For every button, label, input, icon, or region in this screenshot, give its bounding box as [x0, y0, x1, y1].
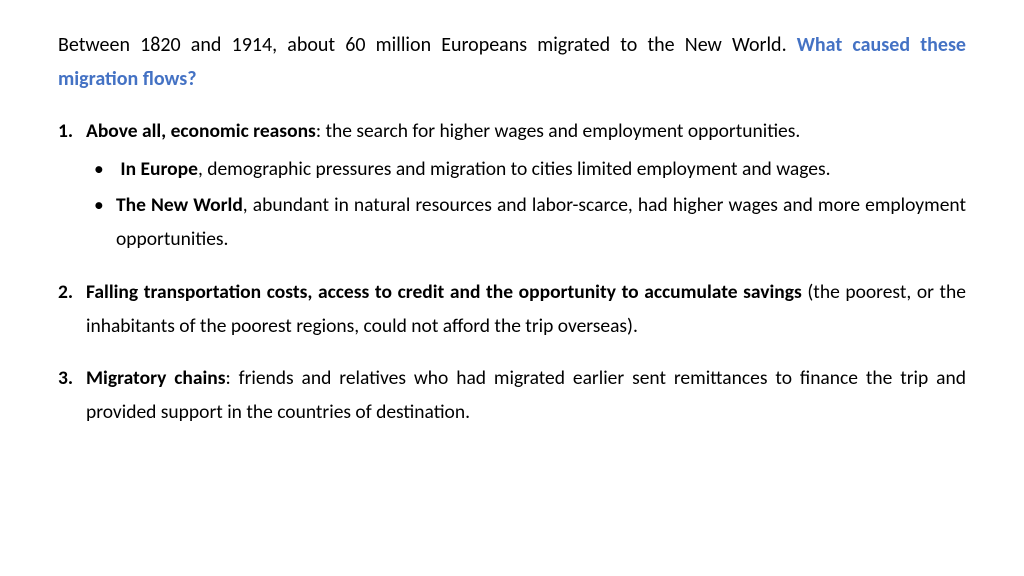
numbered-list: 1. Above all, economic reasons: the sear…	[58, 114, 966, 429]
sub-list: In Europe, demographic pressures and mig…	[86, 152, 966, 256]
sub-item: The New World, abundant in natural resou…	[116, 188, 966, 256]
sub-bold: In Europe	[116, 157, 198, 181]
intro-paragraph: Between 1820 and 1914, about 60 million …	[58, 28, 966, 96]
item-number: 1.	[58, 114, 73, 148]
list-item: 2. Falling transportation costs, access …	[86, 275, 966, 343]
sub-rest: , abundant in natural resources and labo…	[116, 193, 966, 251]
sub-item: In Europe, demographic pressures and mig…	[116, 152, 966, 186]
intro-text: Between 1820 and 1914, about 60 million …	[58, 33, 797, 57]
item-lead-bold: Falling transportation costs, access to …	[86, 280, 802, 304]
item-lead-bold: Migratory chains	[86, 366, 226, 390]
item-number: 2.	[58, 275, 73, 309]
item-lead-bold: Above all, economic reasons	[86, 119, 316, 143]
item-number: 3.	[58, 361, 73, 395]
sub-bold: The New World	[116, 193, 243, 217]
list-item: 3. Migratory chains: friends and relativ…	[86, 361, 966, 429]
sub-rest: , demographic pressures and migration to…	[198, 157, 831, 181]
item-lead-rest: : the search for higher wages and employ…	[316, 119, 801, 143]
list-item: 1. Above all, economic reasons: the sear…	[86, 114, 966, 257]
